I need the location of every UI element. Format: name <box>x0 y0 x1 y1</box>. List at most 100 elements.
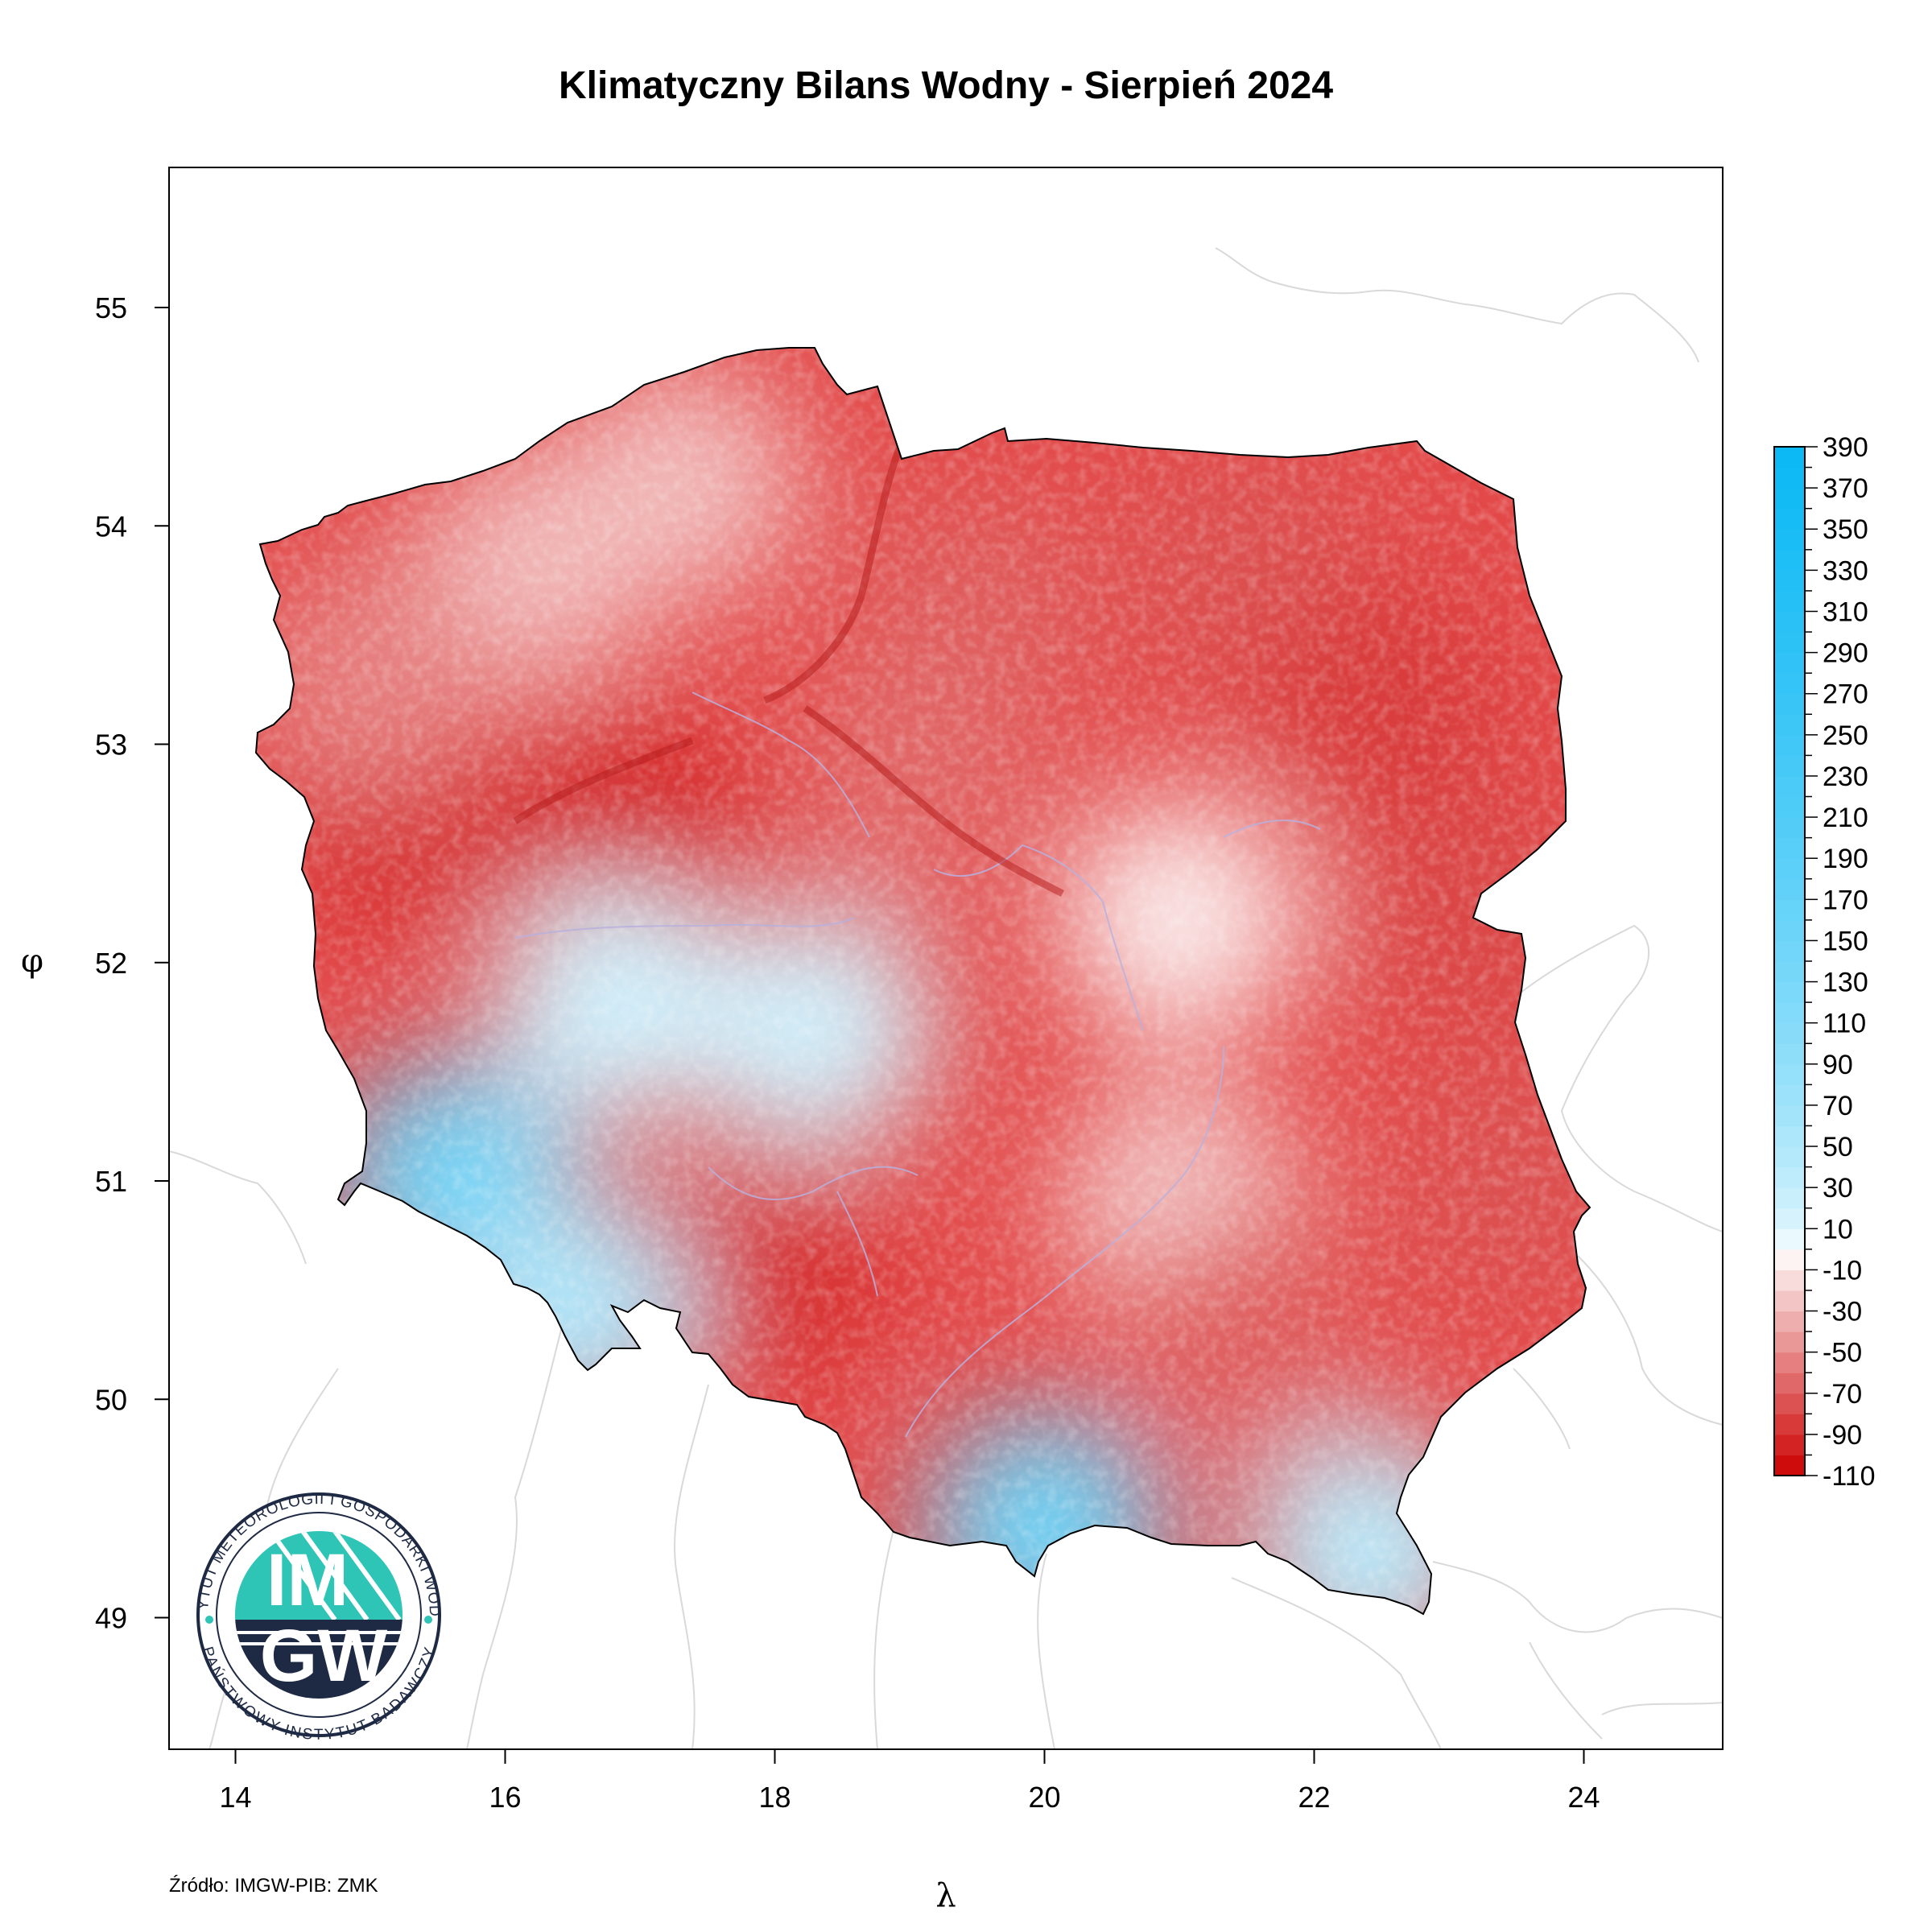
x-tick-label: 20 <box>1028 1781 1060 1814</box>
legend-label: 150 <box>1823 926 1868 956</box>
legend-band <box>1775 447 1804 469</box>
legend-label: 130 <box>1823 968 1868 998</box>
neighbour-borders <box>169 247 1723 1749</box>
legend-label: -10 <box>1823 1255 1862 1286</box>
legend-band <box>1775 1002 1804 1024</box>
legend-band <box>1775 1125 1804 1147</box>
x-tick-label: 24 <box>1567 1781 1600 1814</box>
legend-label: 10 <box>1823 1214 1853 1245</box>
legend-label: 290 <box>1823 638 1868 669</box>
logo-letters-top: IM <box>266 1539 349 1621</box>
legend-label: 370 <box>1823 473 1868 504</box>
legend-band <box>1775 1434 1804 1456</box>
plot-frame <box>168 167 1724 1750</box>
legend-band <box>1775 570 1804 592</box>
legend-band <box>1775 940 1804 962</box>
y-tick-label: 52 <box>95 947 127 980</box>
y-tick-label: 51 <box>95 1165 127 1198</box>
legend-label: 90 <box>1823 1050 1853 1080</box>
y-tick-label: 55 <box>95 291 127 324</box>
legend-band <box>1775 488 1804 510</box>
legend-band <box>1775 858 1804 880</box>
x-tick-label: 14 <box>219 1781 251 1814</box>
legend-label: 190 <box>1823 844 1868 874</box>
legend-label: 390 <box>1823 432 1868 463</box>
x-axis: 14 16 18 20 22 24 <box>219 1749 1600 1814</box>
legend-label: -90 <box>1823 1420 1862 1451</box>
legend-band <box>1775 1290 1804 1312</box>
legend-band <box>1775 837 1804 859</box>
legend-label: 230 <box>1823 762 1868 792</box>
legend-label: 250 <box>1823 720 1868 751</box>
water-balance-field <box>256 348 1590 1614</box>
y-tick-label: 54 <box>95 510 127 543</box>
legend-band <box>1775 549 1804 571</box>
legend-band <box>1775 796 1804 818</box>
legend-band <box>1775 919 1804 942</box>
legend-band <box>1775 1187 1804 1209</box>
x-tick-label: 22 <box>1298 1781 1330 1814</box>
legend-band <box>1775 1269 1804 1291</box>
legend-label: -50 <box>1823 1338 1862 1368</box>
legend-band <box>1775 1455 1804 1476</box>
legend-label: 110 <box>1823 1009 1866 1039</box>
legend-label: 330 <box>1823 555 1868 586</box>
legend-band <box>1775 590 1804 613</box>
legend-band <box>1775 1043 1804 1065</box>
legend-band <box>1775 1352 1804 1373</box>
legend-bands <box>1773 446 1806 1476</box>
y-axis: 55 54 53 52 51 50 49 <box>95 291 169 1635</box>
legend-band <box>1775 1311 1804 1332</box>
legend-ticks: 390 370 350 330 310 290 270 250 230 210 190 170 150 1… <box>1805 432 1876 1492</box>
imgw-logo: IM GW INSTYTUT METEOROLOGII I GOSPODARKI… <box>195 1491 442 1744</box>
legend-band <box>1775 652 1804 674</box>
legend-label: 210 <box>1823 803 1868 833</box>
legend-band <box>1775 1393 1804 1414</box>
legend-band <box>1775 1208 1804 1229</box>
legend-band <box>1775 981 1804 1003</box>
y-axis-label: φ <box>21 943 43 980</box>
legend-band <box>1775 1104 1804 1127</box>
logo-letters-bottom: GW <box>260 1615 388 1697</box>
legend-band <box>1775 1084 1804 1106</box>
legend-label: 170 <box>1823 885 1868 915</box>
legend-band <box>1775 714 1804 736</box>
source-note: Źródło: IMGW-PIB: ZMK <box>169 1875 378 1897</box>
legend-band <box>1775 878 1804 900</box>
river-valleys <box>513 445 1065 898</box>
legend-band <box>1775 734 1804 756</box>
legend-band <box>1775 1249 1804 1270</box>
legend-band <box>1775 1022 1804 1044</box>
legend-band <box>1775 508 1804 530</box>
legend-label: 310 <box>1823 597 1868 627</box>
legend-band <box>1775 899 1804 921</box>
map-title: Klimatyczny Bilans Wodny - Sierpień 2024 <box>559 64 1333 107</box>
x-axis-label: λ <box>935 1877 956 1914</box>
legend-band <box>1775 817 1804 839</box>
legend-band <box>1775 673 1804 695</box>
legend-band <box>1775 775 1804 798</box>
legend-band <box>1775 611 1804 633</box>
legend-band <box>1775 632 1804 654</box>
colour-legend: 390 370 350 330 310 290 270 250 230 210 190 170 150 1… <box>1773 432 1876 1492</box>
legend-label: -30 <box>1823 1297 1862 1327</box>
poland-border <box>254 347 1591 1616</box>
legend-label: -70 <box>1823 1379 1862 1410</box>
x-tick-label: 16 <box>489 1781 521 1814</box>
legend-band <box>1775 1331 1804 1353</box>
legend-label: 50 <box>1823 1132 1853 1162</box>
legend-band <box>1775 755 1804 777</box>
legend-label: -110 <box>1823 1461 1876 1492</box>
legend-band <box>1775 1228 1804 1250</box>
legend-band <box>1775 1063 1804 1085</box>
y-tick-label: 53 <box>95 729 127 762</box>
legend-band <box>1775 693 1804 715</box>
legend-band <box>1775 529 1804 551</box>
legend-band <box>1775 961 1804 983</box>
y-tick-label: 50 <box>95 1383 127 1416</box>
legend-band <box>1775 1373 1804 1394</box>
y-tick-label: 49 <box>95 1602 127 1635</box>
legend-label: 270 <box>1823 679 1868 710</box>
rivers <box>514 691 1321 1438</box>
